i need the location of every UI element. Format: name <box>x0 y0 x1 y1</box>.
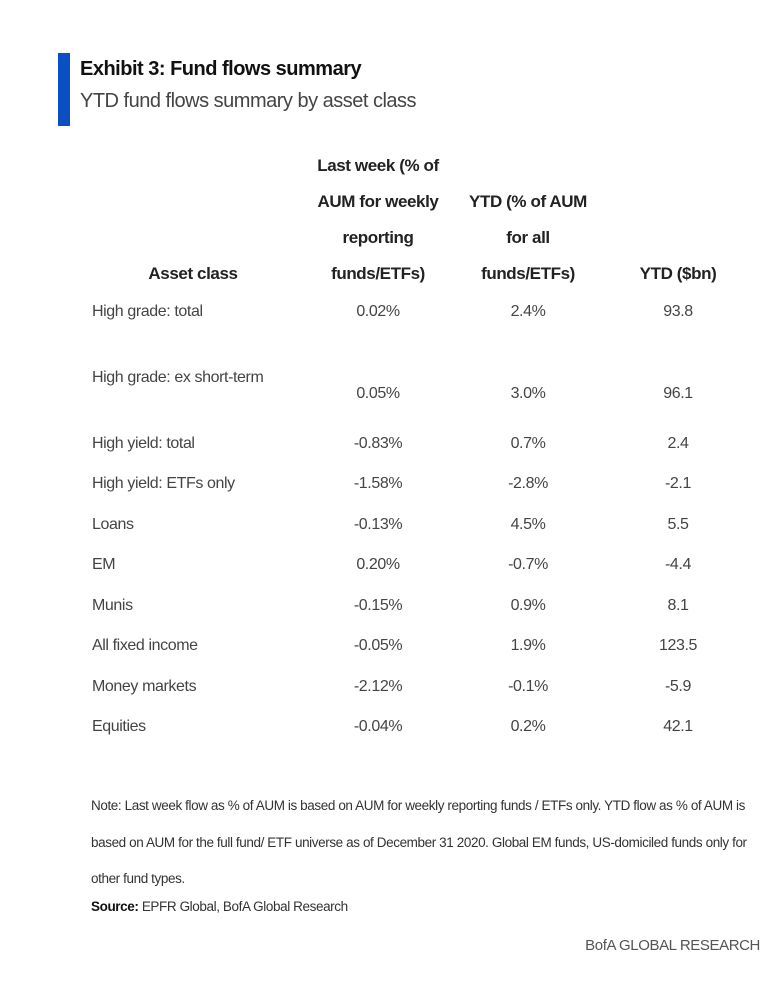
table-row: Equities -0.04% 0.2% 42.1 <box>82 707 752 748</box>
source-text: EPFR Global, BofA Global Research <box>138 899 348 914</box>
exhibit-subtitle: YTD fund flows summary by asset class <box>80 90 417 112</box>
table-row: All fixed income -0.05% 1.9% 123.5 <box>82 626 752 667</box>
ytd-bn-cell: -5.9 <box>665 677 691 695</box>
ytd-pct-cell: 4.5% <box>510 515 546 533</box>
table-row: Money markets -2.12% -0.1% -5.9 <box>82 667 752 708</box>
asset-class-cell: High yield: ETFs only <box>92 475 235 493</box>
fund-flows-table: Asset class Last week (% of AUM for week… <box>82 148 752 748</box>
last-week-cell: -0.05% <box>353 637 403 655</box>
column-header-last-week: Last week (% of AUM for weekly reporting… <box>317 156 439 283</box>
asset-class-cell: High grade: ex short-term <box>92 369 264 386</box>
column-header-asset-class: Asset class <box>148 264 238 283</box>
table-row: High grade: ex short-term 0.05% 3.0% 96.1 <box>82 333 752 424</box>
ytd-pct-cell: 3.0% <box>510 384 546 402</box>
asset-class-cell: Equities <box>92 718 146 736</box>
last-week-cell: -2.12% <box>353 677 403 695</box>
ytd-pct-cell: 0.7% <box>510 434 546 452</box>
accent-bar <box>58 53 70 126</box>
last-week-cell: -0.15% <box>353 596 403 614</box>
table-header-row: Asset class Last week (% of AUM for week… <box>82 148 752 292</box>
table-row: High yield: ETFs only -1.58% -2.8% -2.1 <box>82 464 752 505</box>
asset-class-cell: High grade: total <box>92 303 203 321</box>
last-week-cell: 0.02% <box>356 303 400 321</box>
table-row: Munis -0.15% 0.9% 8.1 <box>82 586 752 627</box>
ytd-bn-cell: 42.1 <box>663 718 693 736</box>
asset-class-cell: Loans <box>92 515 134 533</box>
ytd-bn-cell: 5.5 <box>667 515 689 533</box>
exhibit-title: Exhibit 3: Fund flows summary <box>80 58 362 80</box>
asset-class-cell: Money markets <box>92 677 197 695</box>
asset-class-cell: Munis <box>92 596 133 614</box>
last-week-cell: -0.13% <box>353 515 403 533</box>
ytd-bn-cell: 2.4 <box>667 434 689 452</box>
asset-class-cell: All fixed income <box>92 637 198 655</box>
table-row: EM 0.20% -0.7% -4.4 <box>82 545 752 586</box>
table-row: High grade: total 0.02% 2.4% 93.8 <box>82 292 752 333</box>
ytd-pct-cell: 1.9% <box>510 637 546 655</box>
ytd-bn-cell: 123.5 <box>658 637 698 655</box>
last-week-cell: -1.58% <box>353 475 403 493</box>
ytd-pct-cell: -0.1% <box>508 677 548 695</box>
ytd-pct-cell: 2.4% <box>510 303 546 321</box>
ytd-bn-cell: -2.1 <box>665 475 691 493</box>
source-line: Source: EPFR Global, BofA Global Researc… <box>91 899 348 914</box>
ytd-pct-cell: 0.9% <box>510 596 546 614</box>
last-week-cell: -0.83% <box>353 434 403 452</box>
last-week-cell: -0.04% <box>353 718 403 736</box>
source-label: Source: <box>91 899 139 914</box>
ytd-pct-cell: -2.8% <box>508 475 548 493</box>
table-row: Loans -0.13% 4.5% 5.5 <box>82 505 752 546</box>
ytd-bn-cell: -4.4 <box>665 556 691 574</box>
ytd-pct-cell: -0.7% <box>508 556 548 574</box>
column-header-ytd-pct: YTD (% of AUM for all funds/ETFs) <box>469 192 587 283</box>
last-week-cell: 0.20% <box>356 556 400 574</box>
table-note: Note: Last week flow as % of AUM is base… <box>91 798 747 886</box>
asset-class-cell: High yield: total <box>92 434 195 452</box>
ytd-bn-cell: 8.1 <box>667 596 689 614</box>
ytd-bn-cell: 93.8 <box>663 303 693 321</box>
asset-class-cell: EM <box>92 556 116 574</box>
last-week-cell: 0.05% <box>356 384 400 402</box>
ytd-bn-cell: 96.1 <box>663 384 693 402</box>
column-header-ytd-bn: YTD ($bn) <box>639 264 717 283</box>
table-row: High yield: total -0.83% 0.7% 2.4 <box>82 424 752 465</box>
footer-brand: BofA GLOBAL RESEARCH <box>585 937 760 954</box>
ytd-pct-cell: 0.2% <box>510 718 546 736</box>
